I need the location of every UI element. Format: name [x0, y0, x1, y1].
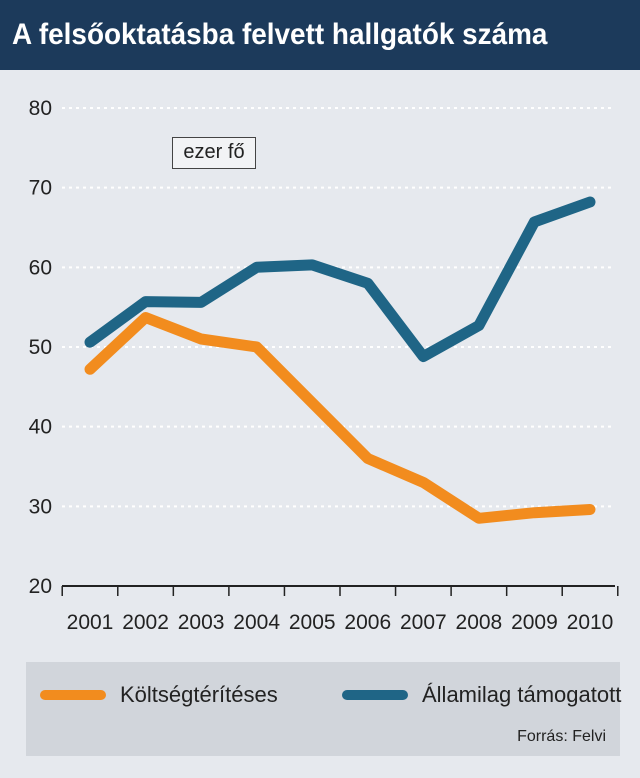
x-tick-label-2005: 2005: [289, 611, 336, 634]
series-line-koltsegterites: [84, 312, 596, 524]
x-tick-label-2003: 2003: [178, 611, 225, 634]
grid-lines: [62, 107, 615, 508]
x-tick-label-2007: 2007: [400, 611, 447, 634]
x-tick-label-2006: 2006: [344, 611, 391, 634]
x-tick-label-2004: 2004: [233, 611, 280, 634]
x-axis: 2001 2002 2003 2004 2005 2006 2007 2008 2009 2010: [61, 585, 619, 634]
legend: Költségtérítéses Államilag támogatott Fo…: [26, 662, 622, 756]
unit-label: ezer fő: [172, 137, 256, 169]
y-tick-label-50: 50: [29, 336, 52, 359]
legend-swatch-koltsegterites: [40, 690, 106, 700]
y-tick-label-60: 60: [29, 256, 52, 279]
source-note: Forrás: Felvi: [517, 728, 606, 745]
x-tick-label-2001: 2001: [67, 611, 114, 634]
y-tick-label-40: 40: [29, 416, 52, 439]
header-bar: A felsőoktatásba felvett hallgatók száma: [0, 0, 640, 70]
chart-title: A felsőoktatásba felvett hallgatók száma: [12, 18, 548, 51]
series-lines: [84, 196, 596, 524]
y-tick-label-70: 70: [29, 177, 52, 200]
y-tick-label-80: 80: [29, 97, 52, 120]
x-tick-label-2009: 2009: [511, 611, 558, 634]
x-tick-label-2002: 2002: [122, 611, 169, 634]
y-tick-label-20: 20: [29, 575, 52, 598]
y-axis: 20 30 40 50 60 70 80: [29, 97, 52, 598]
y-tick-label-30: 30: [29, 495, 52, 518]
series-line-allamilag: [84, 196, 596, 363]
x-tick-label-2010: 2010: [567, 611, 614, 634]
legend-label-allamilag: Államilag támogatott: [422, 682, 622, 707]
legend-swatch-allamilag: [342, 690, 408, 700]
legend-label-koltsegterites: Költségtérítéses: [120, 682, 278, 707]
x-tick-label-2008: 2008: [456, 611, 503, 634]
